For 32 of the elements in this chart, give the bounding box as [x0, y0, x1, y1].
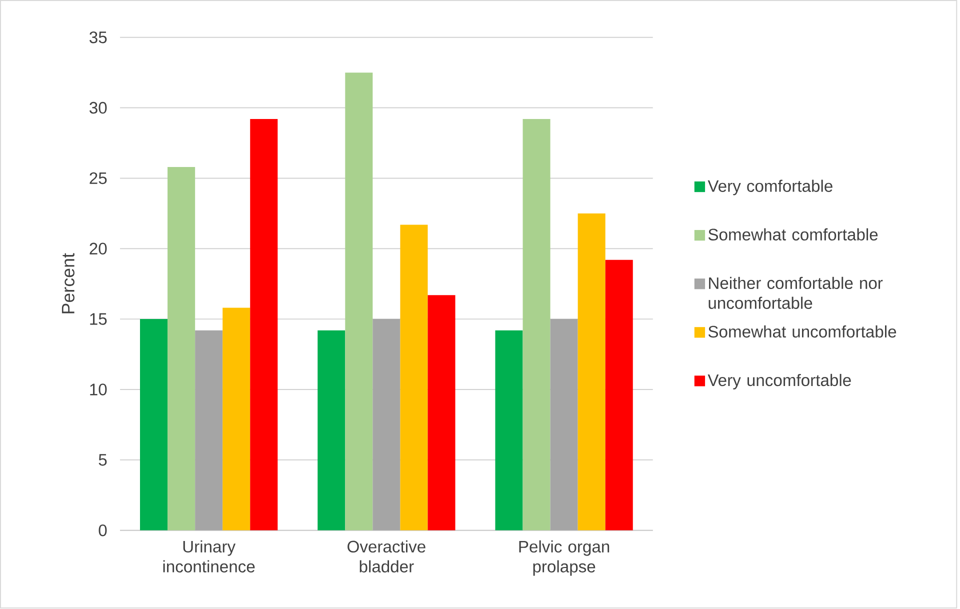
bar — [372, 319, 400, 531]
bar — [550, 319, 578, 531]
bar — [140, 319, 168, 531]
bar — [400, 224, 428, 531]
y-tick-label: 15 — [90, 314, 107, 326]
legend-label: Somewhat uncomfortable — [708, 326, 896, 338]
y-tick-label: 35 — [90, 32, 107, 44]
legend-label: Somewhat comfortable — [708, 228, 878, 241]
bar — [250, 119, 278, 531]
legend-label: Very uncomfortable — [708, 374, 851, 390]
bar — [168, 167, 196, 531]
x-tick-label: Urinary incontinence — [163, 540, 255, 573]
bar — [522, 119, 550, 531]
bar — [495, 330, 523, 531]
legend-label: Very comfortable — [708, 180, 832, 196]
y-tick-label: 25 — [90, 172, 107, 184]
bar — [578, 214, 606, 531]
x-tick-label: Overactive bladder — [348, 540, 426, 573]
legend-label: Neither comfortable nor uncomfortable — [708, 277, 883, 310]
bar — [195, 330, 223, 531]
y-tick-label: 30 — [90, 102, 107, 114]
bar — [222, 308, 250, 531]
y-tick-label: 10 — [90, 384, 107, 396]
bar — [318, 330, 346, 531]
x-tick-label: Pelvic organ prolapse — [519, 540, 610, 576]
y-tick-label: 5 — [98, 454, 107, 466]
bar — [428, 295, 456, 531]
bar — [605, 260, 633, 531]
y-tick-label: 0 — [98, 524, 107, 536]
bar — [345, 72, 373, 531]
y-axis-title: Percent — [62, 253, 74, 314]
y-tick-label: 20 — [90, 243, 107, 255]
